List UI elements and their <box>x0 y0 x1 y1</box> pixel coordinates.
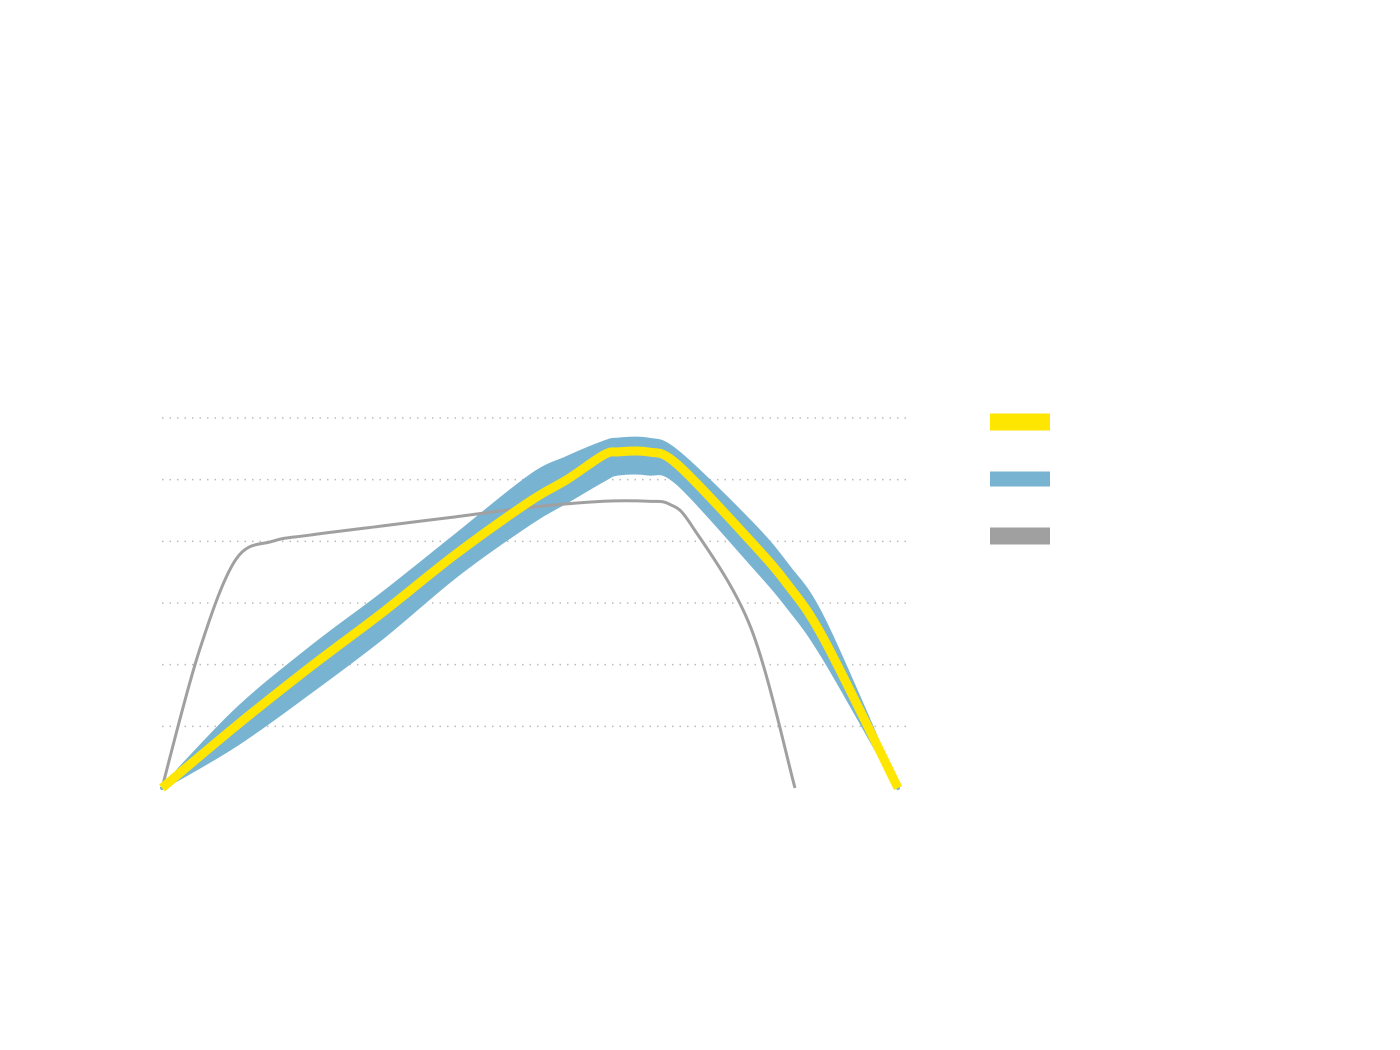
series-lines <box>159 446 903 792</box>
series-line-0 <box>159 446 903 792</box>
uncertainty-bands <box>160 436 900 790</box>
legend <box>990 413 1050 545</box>
legend-swatch-band <box>990 471 1050 487</box>
legend-swatch-reference-line <box>990 527 1050 545</box>
series-band-1 <box>160 436 900 790</box>
legend-swatch-primary-line <box>990 413 1050 431</box>
series-line-2 <box>160 499 797 789</box>
